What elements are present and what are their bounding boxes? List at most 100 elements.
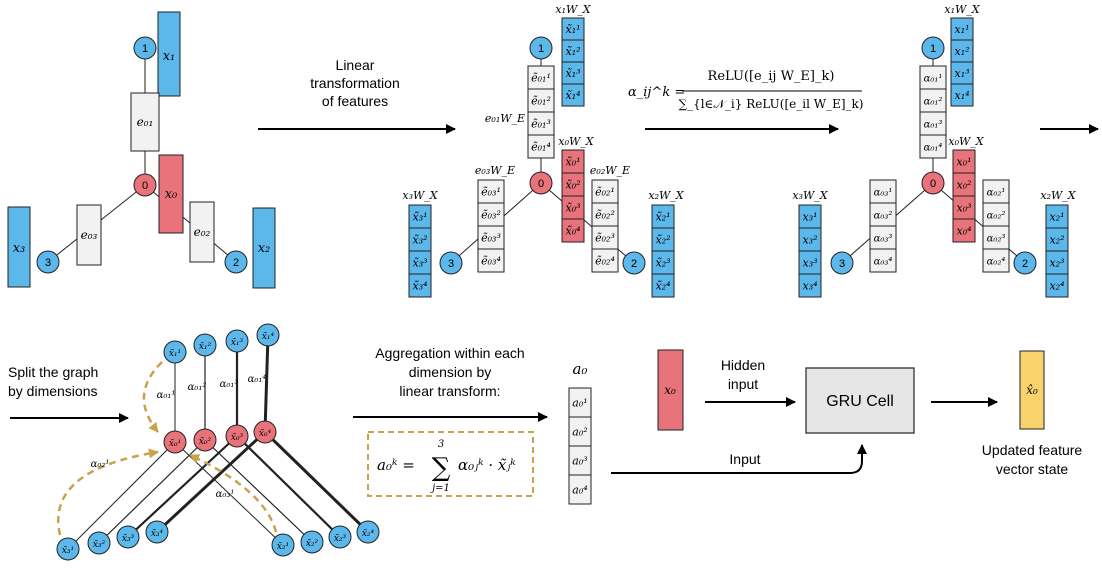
- p2-e02-label: e₀₂W_E: [590, 164, 630, 177]
- split-left-node-label: x̃₃⁴: [151, 528, 164, 539]
- hidden-label-1: Hidden: [721, 357, 765, 373]
- p2-x1-label: x₁W_X: [555, 3, 591, 16]
- p2-e01-cell-label: ẽ₀₁²: [531, 95, 551, 108]
- attn-lhs: α_ij^k =: [628, 85, 685, 100]
- p3-x2-cell-label: x₂⁴: [1049, 280, 1064, 293]
- p3-x3-label: x₃W_X: [792, 189, 828, 202]
- p3-x1-cell-label: x₁¹: [954, 23, 969, 36]
- p3-x2-cell-label: x₂¹: [1049, 211, 1064, 224]
- p3-a01-cell-label: α₀₁⁴: [924, 143, 943, 154]
- a0-cell: [568, 474, 592, 505]
- edge-e01-label: e₀₁: [137, 115, 154, 129]
- p3-x3-cell-label: x₃²: [802, 234, 817, 247]
- panel-attention: x₁W_X x₁¹ x₁² x₁³ x₁⁴ 1 α₀₁¹ α₀₁² α₀₁³ α₀₁⁴ x₀…: [792, 3, 1077, 298]
- split-right-node: [328, 525, 352, 549]
- p3-x2-label: x₂W_X: [1040, 189, 1076, 202]
- attn-numerator: ReLU([e_ij W_E]_k): [708, 69, 835, 84]
- p2-x2-cell-label: x̃₂⁴: [655, 280, 670, 293]
- arrow-attention: α_ij^k = ReLU([e_ij W_E]_k) ∑_{l∈𝒩_i} Re…: [628, 69, 864, 134]
- split-center-node: [193, 428, 217, 452]
- p2-e01-cell-label: ẽ₀₁³: [531, 118, 551, 131]
- p2-x0-column: x̃₀¹ x̃₀² x̃₀³ x̃₀⁴: [561, 149, 585, 243]
- p3-x3-column: x₃¹ x₃² x₃³ x₃⁴: [798, 204, 822, 298]
- panel-original-graph: x₁ 1 e₀₁ x₀ 0 e₀₃ e₀₂ x₃ 3 x₂ 2: [7, 11, 276, 289]
- p3-node-1: [921, 36, 945, 60]
- p2-e02-cell-label: ẽ₀₂²: [595, 209, 615, 222]
- agg-formula-sum: ∑: [432, 453, 451, 483]
- p3-x2-cell-label: x₂³: [1049, 257, 1064, 270]
- agg-line3: linear transform:: [399, 383, 500, 399]
- p3-x1-cell-label: x₁⁴: [954, 89, 969, 102]
- p2-x0-cell-label: x̃₀¹: [565, 156, 580, 169]
- split-edge-label: α₀₁²: [188, 382, 207, 393]
- split-graph: α₀₁¹ α₀₁² α₀₁³ α₀₁⁴ α₀₂¹ α₀₃¹ x̃₁¹ x̃₁² x̃₁³ x̃₁⁴…: [56, 323, 380, 561]
- split-left-node: [56, 537, 80, 561]
- p2-node-0-label: 0: [538, 178, 544, 190]
- p3-a01-cell-label: α₀₁³: [924, 120, 943, 131]
- a0-cell-label: a₀⁴: [572, 484, 587, 497]
- p3-a03-cell-label: α₀₃²: [874, 211, 893, 222]
- p3-a01-cell: [919, 134, 947, 159]
- p3-x1-cell: [950, 83, 974, 107]
- p3-x3-cell-label: x₃⁴: [802, 280, 817, 293]
- p3-x1-label: x₁W_X: [944, 3, 980, 16]
- feature-x0-label: x₀: [165, 187, 178, 202]
- split-right-node-label: x̃₂²: [306, 538, 319, 549]
- p2-x3-cell-label: x̃₃²: [412, 234, 427, 247]
- p3-a03-cell: [869, 248, 897, 273]
- p2-x2-column: x̃₂¹ x̃₂² x̃₂³ x̃₂⁴: [651, 204, 675, 298]
- split-center-node-label: x̃₀¹: [169, 438, 181, 449]
- p2-x2-cell-label: x̃₂¹: [655, 211, 670, 224]
- p3-a03-cell-label: α₀₃³: [874, 234, 893, 245]
- split-edge-label: α₀₁¹: [157, 390, 176, 401]
- p2-e01-label: e₀₁W_E: [485, 112, 525, 125]
- agg-formula-lhs: a₀ᵏ =: [377, 456, 415, 474]
- p2-x0-cell-label: x̃₀³: [565, 202, 580, 215]
- split-top-node: [163, 340, 187, 364]
- split-line1: Split the graph: [8, 364, 98, 380]
- p2-e03-column: ẽ₀₃¹ ẽ₀₃² ẽ₀₃³ ẽ₀₃⁴: [477, 179, 505, 273]
- p3-a02-cell-label: α₀₂⁴: [987, 257, 1006, 268]
- p3-alpha02-column: α₀₂¹ α₀₂² α₀₂³ α₀₂⁴: [982, 179, 1010, 273]
- p2-x3-cell-label: x̃₃¹: [412, 211, 427, 224]
- p3-x3-cell-label: x₃³: [802, 257, 817, 270]
- p2-x0-cell: [561, 218, 585, 243]
- p3-x0-column: x₀¹ x₀² x₀³ x₀⁴: [952, 149, 976, 243]
- feature-x2-box: [252, 207, 276, 289]
- p3-x1-cell-label: x₁³: [954, 67, 969, 80]
- p2-e03-label: e₀₃W_E: [475, 164, 515, 177]
- p3-alpha01-column: α₀₁¹ α₀₁² α₀₁³ α₀₁⁴: [919, 65, 947, 159]
- p2-e01-column: ẽ₀₁¹ ẽ₀₁² ẽ₀₁³ ẽ₀₁⁴: [527, 65, 555, 159]
- split-right-node: [271, 533, 295, 557]
- node-3-label: 3: [45, 257, 51, 269]
- p3-x1-column: x₁¹ x₁² x₁³ x₁⁴: [950, 17, 974, 107]
- split-left-node-label: x̃₃²: [93, 539, 106, 550]
- split-right-node-label: x̃₂¹: [277, 541, 289, 552]
- p3-x0-cell-label: x₀⁴: [956, 225, 971, 238]
- split-top-node-label: x̃₁⁴: [262, 331, 275, 342]
- p2-node-2: [622, 251, 646, 275]
- p3-a02-cell: [982, 248, 1010, 273]
- edge-e02-label: e₀₂: [194, 225, 211, 239]
- p3-x3-cell: [798, 273, 822, 298]
- feature-x1-box: [157, 11, 181, 97]
- p2-node-3: [439, 251, 463, 275]
- p3-x0-cell: [952, 218, 976, 243]
- p2-e03-cell-label: ẽ₀₃²: [481, 209, 501, 222]
- output-box: [1019, 350, 1045, 430]
- p2-e02-cell-label: ẽ₀₂¹: [595, 186, 615, 199]
- node-1: [133, 36, 157, 60]
- p2-x0-label: x₀W_X: [558, 135, 594, 148]
- feature-x0-box: [158, 154, 184, 234]
- agg-formula-box: [367, 431, 534, 497]
- arrow1-line1: Linear: [336, 57, 375, 73]
- p2-e01-cell: [527, 134, 555, 159]
- split-center-node-label: x̃₀³: [231, 432, 244, 443]
- a0-vector: a₀ a₀¹ a₀² a₀³ a₀⁴: [568, 360, 592, 505]
- split-right-node: [300, 530, 324, 554]
- split-right-node: [356, 520, 380, 544]
- attn-denominator: ∑_{l∈𝒩_i} ReLU([e_il W_E]_k): [679, 97, 864, 111]
- p3-node-1-label: 1: [930, 43, 936, 55]
- edge-e03-box: [76, 204, 102, 266]
